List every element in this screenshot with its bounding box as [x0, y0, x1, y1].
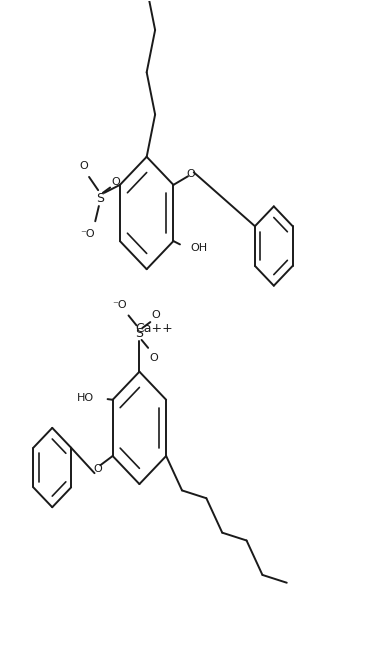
Text: O: O — [152, 310, 161, 320]
Text: ⁻O: ⁻O — [80, 230, 94, 240]
Text: O: O — [186, 169, 195, 179]
Text: O: O — [93, 464, 102, 474]
Text: S: S — [135, 327, 143, 340]
Text: S: S — [96, 192, 104, 205]
Text: Ca++: Ca++ — [135, 322, 173, 335]
Text: HO: HO — [76, 393, 94, 403]
Text: OH: OH — [190, 243, 207, 253]
Text: O: O — [80, 161, 88, 171]
Text: ⁻O: ⁻O — [112, 300, 126, 310]
Text: O: O — [150, 353, 158, 363]
Text: O: O — [112, 177, 120, 187]
